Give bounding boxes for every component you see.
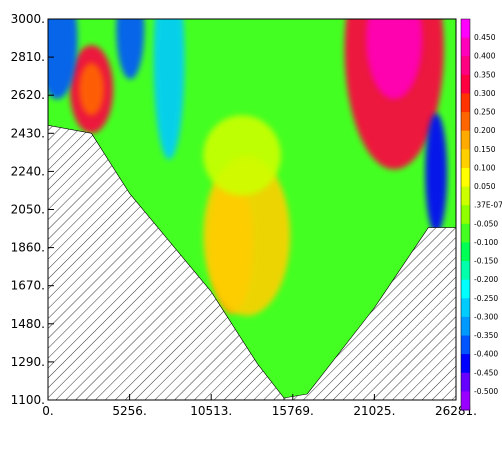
colorbar-swatch (461, 93, 470, 113)
colorbar-swatch (461, 74, 470, 94)
colorbar-label: -0.250 (474, 294, 498, 303)
field-blob-3 (366, 19, 423, 100)
x-tick-label: 5256. (112, 404, 146, 418)
colorbar-swatch (461, 372, 470, 392)
colorbar-label: 0.150 (474, 145, 496, 154)
x-tick-label: 10513. (190, 404, 232, 418)
colorbar-swatch (461, 130, 470, 150)
y-tick-label: 2430. (11, 126, 45, 140)
field-blob-6 (203, 115, 281, 196)
colorbar-label: -0.200 (474, 275, 498, 284)
colorbar-label: 0.250 (474, 108, 496, 117)
y-axis: 1100. 1290. 1480. 1670. 1860. 2050. 2240. 2430.… (11, 12, 54, 407)
colorbar-label: -0.400 (474, 350, 498, 359)
colorbar-label: -0.050 (474, 219, 498, 228)
colorbar-label: -0.300 (474, 312, 498, 321)
x-tick-label: 15769. (272, 404, 314, 418)
colorbar-swatch (461, 149, 470, 169)
colorbar-swatch (461, 205, 470, 225)
field-blob-5 (203, 155, 291, 316)
colorbar-label: 0.200 (474, 126, 496, 135)
colorbar-swatch (461, 261, 470, 281)
colorbar-swatch (461, 391, 470, 411)
colorbar-swatch (461, 19, 470, 39)
y-tick-label: 2240. (11, 164, 45, 178)
y-tick-label: 1100. (11, 393, 45, 407)
colorbar-label: .37E-07 (474, 201, 502, 210)
colorbar-label: 0.350 (474, 70, 496, 79)
colorbar-swatch (461, 335, 470, 355)
colorbar-swatch (461, 279, 470, 299)
x-tick-label: 0. (42, 404, 53, 418)
colorbar-swatch (461, 112, 470, 132)
colorbar-label: 0.400 (474, 52, 496, 61)
colorbar-swatch (461, 354, 470, 374)
field-blob-7 (153, 19, 185, 160)
colorbar-label: 0.100 (474, 163, 496, 172)
colorbar-frame (460, 18, 471, 411)
field-blob-8 (425, 113, 447, 234)
x-tick-label: 21025. (353, 404, 395, 418)
terrain-left (48, 124, 285, 400)
colorbar-label: -0.450 (474, 368, 498, 377)
colorbar: 0.450 0.400 0.350 0.300 0.250 0.200 0.150 0.100… (460, 18, 502, 411)
colorbar-swatch (461, 242, 470, 262)
plot-area (48, 19, 456, 400)
colorbar-label: 0.300 (474, 89, 496, 98)
y-tick-label: 1860. (11, 241, 45, 255)
y-tick-label: 2050. (11, 203, 45, 217)
y-tick-label: 2810. (11, 50, 45, 64)
colorbar-label: -0.100 (474, 238, 498, 247)
field-blob-1 (79, 63, 104, 116)
x-tick-label: 26281. (435, 404, 477, 418)
y-tick-label: 3000. (11, 12, 45, 26)
terrain-right (283, 227, 456, 400)
colorbar-swatch (461, 186, 470, 206)
colorbar-label: -0.500 (474, 387, 498, 396)
colorbar-label: 0.450 (474, 33, 496, 42)
colorbar-label: -0.150 (474, 257, 498, 266)
colorbar-swatch (461, 37, 470, 57)
colorbar-swatch (461, 316, 470, 337)
y-tick-label: 1480. (11, 317, 45, 331)
colorbar-swatch (461, 167, 470, 188)
colorbar-swatch (461, 298, 470, 318)
field-blob-10 (116, 19, 145, 80)
y-tick-label: 2620. (11, 88, 45, 102)
colorbar-label: 0.050 (474, 182, 496, 191)
y-tick-label: 1290. (11, 355, 45, 369)
x-axis: 0. 5256. 10513. 15769. 21025. 26281. (42, 394, 477, 418)
colorbar-swatch (461, 56, 470, 76)
field-blob-9 (48, 19, 78, 100)
colorbar-label: -0.350 (474, 331, 498, 340)
y-tick-label: 1670. (11, 279, 45, 293)
colorbar-swatch (461, 223, 470, 243)
field-layer (48, 19, 447, 316)
